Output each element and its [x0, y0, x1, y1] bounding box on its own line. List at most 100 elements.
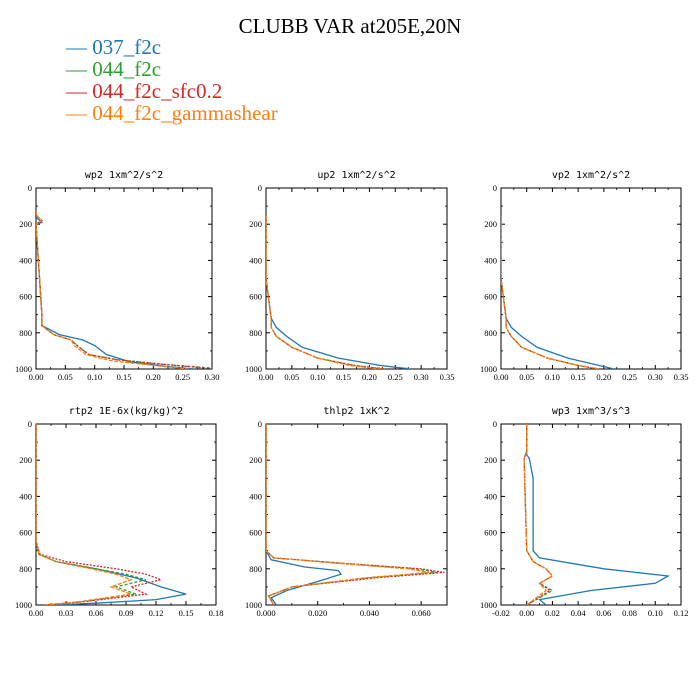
series-line-037_f2c [501, 215, 615, 369]
series-line-044_f2c [266, 215, 385, 369]
x-tick-label: 0.30 [648, 372, 663, 382]
panel-title: wp3 1xm^3/s^3 [552, 406, 630, 417]
x-tick-label: 0.040 [360, 608, 379, 618]
plot-frame [35, 187, 213, 370]
y-tick-label: 200 [249, 219, 262, 229]
y-tick-label: 400 [249, 255, 262, 265]
x-tick-label: 0.35 [440, 372, 455, 382]
x-tick-label: 0.060 [412, 608, 431, 618]
x-tick-label: 0.15 [179, 608, 194, 618]
y-tick-label: 400 [249, 491, 262, 501]
x-tick-label: 0.02 [545, 608, 560, 618]
series-line-044_f2c_sfc0.2 [266, 215, 385, 369]
x-tick-label: 0.00 [519, 608, 534, 618]
y-tick-label: 600 [249, 528, 262, 538]
y-tick-label: 1000 [480, 364, 497, 374]
y-tick-label: 400 [19, 491, 32, 501]
y-tick-label: 0 [493, 183, 497, 193]
panel-4: rtp2 1E-6x(kg/kg)^2 0 200 400 600 800 10000.00… [15, 406, 223, 618]
series-line-044_f2c [266, 424, 437, 605]
y-tick-label: 400 [484, 491, 497, 501]
y-tick-label: 600 [249, 292, 262, 302]
y-tick-label: 200 [484, 219, 497, 229]
x-tick-label: 0.20 [596, 372, 611, 382]
y-tick-label: 0 [493, 419, 497, 429]
x-tick-label: 0.15 [336, 372, 351, 382]
x-tick-label: 0.25 [175, 372, 190, 382]
y-tick-label: 0 [28, 419, 32, 429]
y-tick-label: 1000 [15, 600, 32, 610]
y-tick-label: 800 [249, 328, 262, 338]
x-tick-label: 0.00 [29, 608, 44, 618]
y-tick-label: 1000 [480, 600, 497, 610]
panel-title: rtp2 1E-6x(kg/kg)^2 [69, 406, 183, 417]
series-line-044_f2c_sfc0.2 [501, 215, 599, 369]
y-tick-label: 800 [19, 564, 32, 574]
y-tick-label: 400 [19, 255, 32, 265]
y-tick-label: 600 [484, 292, 497, 302]
series-line-044_f2c [36, 211, 212, 369]
y-tick-label: 600 [484, 528, 497, 538]
x-tick-label: 0.10 [545, 372, 560, 382]
series-line-037_f2c [266, 215, 411, 369]
x-tick-label: 0.09 [119, 608, 134, 618]
y-tick-label: 1000 [245, 364, 262, 374]
series-line-037_f2c [36, 424, 187, 605]
series-line-044_f2c_sfc0.2 [266, 424, 445, 605]
x-tick-label: -0.02 [492, 608, 510, 618]
x-tick-label: 0.30 [205, 372, 220, 382]
panel-title: vp2 1xm^2/s^2 [552, 170, 630, 181]
x-tick-label: 0.25 [388, 372, 403, 382]
y-tick-label: 200 [249, 455, 262, 465]
y-tick-label: 600 [19, 292, 32, 302]
y-tick-label: 0 [258, 183, 262, 193]
y-tick-label: 800 [484, 328, 497, 338]
y-tick-label: 0 [28, 183, 32, 193]
x-tick-label: 0.05 [519, 372, 534, 382]
panel-title: thlp2 1xK^2 [323, 406, 389, 417]
x-tick-label: 0.00 [494, 372, 509, 382]
x-tick-label: 0.08 [622, 608, 637, 618]
x-tick-label: 0.15 [571, 372, 586, 382]
plot-frame [500, 423, 682, 606]
series-line-044_f2c_gammashear [266, 215, 380, 369]
y-tick-label: 200 [19, 455, 32, 465]
x-tick-label: 0.05 [58, 372, 73, 382]
series-line-037_f2c [266, 424, 343, 605]
legend-entry-044-f2c: — 044_f2c [66, 57, 162, 81]
series-line-044_f2c_sfc0.2 [36, 211, 207, 369]
panel-title: wp2 1xm^2/s^2 [85, 170, 163, 181]
x-tick-label: 0.35 [674, 372, 689, 382]
y-tick-label: 800 [484, 564, 497, 574]
x-tick-label: 0.020 [308, 608, 327, 618]
x-tick-label: 0.00 [259, 372, 274, 382]
x-tick-label: 0.000 [256, 608, 275, 618]
x-tick-label: 0.20 [362, 372, 377, 382]
x-tick-label: 0.20 [146, 372, 161, 382]
figure-title: CLUBB VAR at205E,20N [238, 14, 462, 38]
y-tick-label: 1000 [245, 600, 262, 610]
y-tick-label: 1000 [15, 364, 32, 374]
series-line-037_f2c [526, 424, 671, 605]
y-tick-label: 200 [19, 219, 32, 229]
x-tick-label: 0.10 [87, 372, 102, 382]
y-tick-label: 800 [249, 564, 262, 574]
y-tick-label: 200 [484, 455, 497, 465]
x-tick-label: 0.04 [571, 608, 587, 618]
x-tick-label: 0.06 [596, 608, 611, 618]
x-tick-label: 0.05 [284, 372, 299, 382]
x-tick-label: 0.12 [674, 608, 689, 618]
x-tick-label: 0.03 [59, 608, 74, 618]
y-tick-label: 0 [258, 419, 262, 429]
x-tick-label: 0.00 [29, 372, 44, 382]
x-tick-label: 0.18 [209, 608, 224, 618]
x-tick-label: 0.30 [414, 372, 429, 382]
series-line-044_f2c_sfc0.2 [523, 424, 554, 605]
legend-entry-037-f2c: — 037_f2c [66, 35, 162, 59]
series-line-044_f2c_gammashear [36, 211, 189, 369]
panel-title: up2 1xm^2/s^2 [317, 170, 395, 181]
